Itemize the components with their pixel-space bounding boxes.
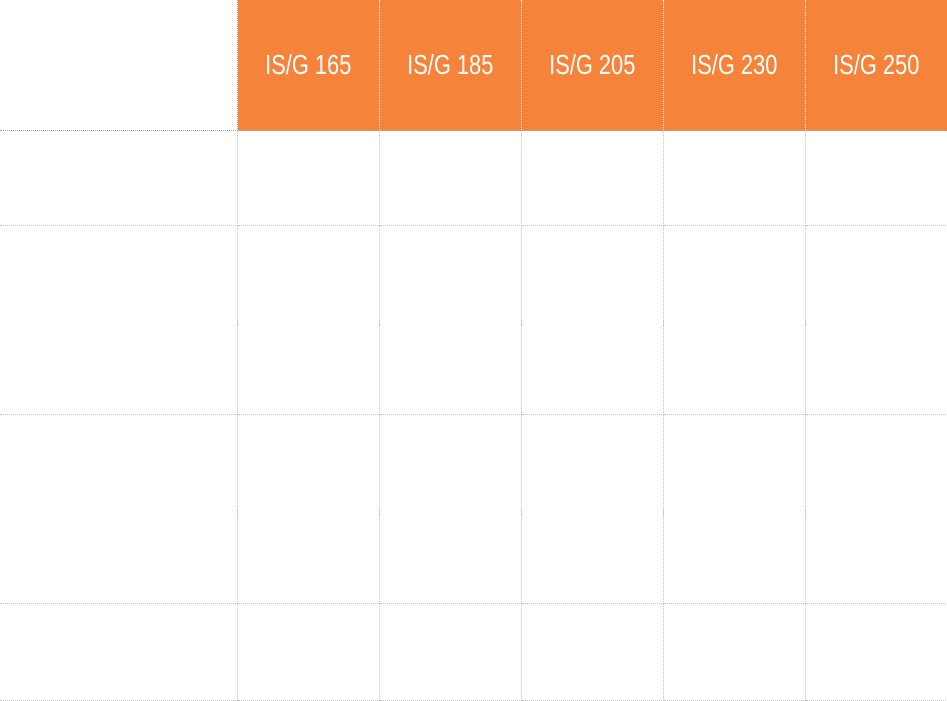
table-cell <box>806 131 947 226</box>
table-cell <box>522 226 664 415</box>
table-cell <box>380 226 522 415</box>
table-cell <box>664 226 806 415</box>
table-cell <box>664 415 806 604</box>
row-label <box>0 604 238 701</box>
table-cell <box>664 604 806 701</box>
table-cell <box>238 415 380 604</box>
table-row <box>0 604 947 701</box>
table-cell <box>380 415 522 604</box>
table-cell <box>380 131 522 226</box>
row-label <box>0 415 238 604</box>
column-header: IS/G 230 <box>664 0 806 131</box>
table-cell <box>522 415 664 604</box>
header-row: IS/G 165 IS/G 185 IS/G 205 IS/G 230 IS/G… <box>0 0 947 131</box>
table-cell <box>238 131 380 226</box>
column-header: IS/G 185 <box>380 0 522 131</box>
table-cell <box>380 604 522 701</box>
table-row <box>0 131 947 226</box>
table-cell <box>238 226 380 415</box>
table-cell <box>522 131 664 226</box>
table-cell <box>522 604 664 701</box>
column-header: IS/G 165 <box>238 0 380 131</box>
row-label <box>0 226 238 415</box>
table-cell <box>664 131 806 226</box>
table-row <box>0 226 947 415</box>
column-header: IS/G 250 <box>806 0 947 131</box>
column-header: IS/G 205 <box>522 0 664 131</box>
table-cell <box>806 415 947 604</box>
row-label <box>0 131 238 226</box>
table-cell <box>806 226 947 415</box>
corner-cell <box>0 0 238 131</box>
table-cell <box>806 604 947 701</box>
table-row <box>0 415 947 604</box>
table-cell <box>238 604 380 701</box>
